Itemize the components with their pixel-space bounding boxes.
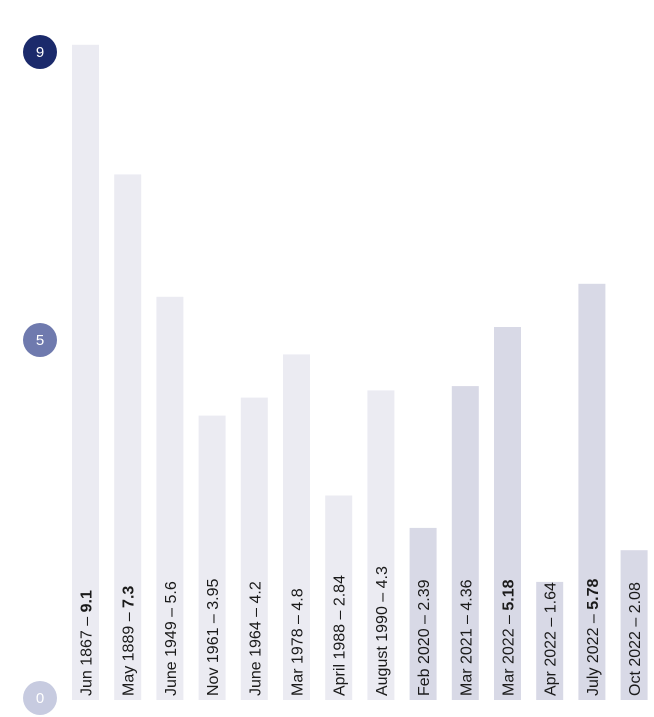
bar-category-label: Mar 2021 – [458,611,475,696]
y-tick-bubble [23,681,57,715]
bar-0 [72,44,99,701]
y-tick-bubble [23,35,57,69]
bar-label-13: Oct 2022 – 2.08 [627,582,644,696]
bar-label-8: Feb 2020 – 2.39 [416,579,433,696]
bars-layer [72,44,648,701]
bar-5 [283,354,310,700]
bar-category-label: Jun 1867 – [79,612,96,696]
bar-label-12: July 2022 – 5.78 [585,578,602,696]
bar-3 [198,415,226,700]
bar-value-label: 2.39 [416,579,433,610]
labels-layer: Jun 1867 – 9.1 May 1889 – 7.3 June 1949 – … [79,566,645,696]
bar-label-0: Jun 1867 – 9.1 [79,590,96,696]
bar-category-label: August 1990 – [374,588,391,696]
y-tick-label: 0 [36,690,44,707]
bar-value-label: 9.1 [79,590,96,612]
y-tick-bubble [23,323,57,357]
bar-value-label: 5.18 [501,579,518,610]
bar-13 [620,550,648,700]
bar-2 [156,296,184,700]
bar-category-label: June 1949 – [163,603,180,696]
bar-category-label: Nov 1961 – [205,610,222,696]
y-tick-5: 5 [23,323,57,357]
bar-value-label: 5.6 [163,581,180,603]
bar-category-label: Mar 1978 – [290,611,307,696]
y-tick-0: 0 [23,681,57,715]
y-tick-label: 9 [36,44,44,61]
bar-label-10: Mar 2022 – 5.18 [501,579,518,696]
bar-category-label: June 1964 – [247,603,264,696]
y-tick-label: 5 [36,332,44,349]
bar-label-2: June 1949 – 5.6 [163,581,180,696]
bar-10 [494,327,521,700]
bar-category-label: April 1988 – [332,606,349,696]
bar-value-label: 4.3 [374,566,391,588]
bar-4 [240,397,268,700]
bar-value-label: 2.84 [332,575,349,606]
bar-value-label: 7.3 [121,586,138,608]
bar-label-6: April 1988 – 2.84 [332,575,349,696]
bar-6 [325,495,353,700]
bar-value-label: 1.64 [543,582,560,613]
bar-value-label: 5.78 [585,578,602,609]
bar-category-label: July 2022 – [585,610,602,696]
bar-label-3: Nov 1961 – 3.95 [205,578,222,696]
y-tick-9: 9 [23,35,57,69]
bar-9 [451,386,479,700]
bar-label-4: June 1964 – 4.2 [247,581,264,696]
bar-12 [578,283,606,700]
y-axis-ticks: 9 5 0 [23,35,57,715]
bar-1 [114,174,142,700]
bar-label-7: August 1990 – 4.3 [374,566,391,696]
bar-category-label: Mar 2022 – [501,611,518,696]
bar-11 [536,581,564,700]
bar-value-label: 3.95 [205,578,222,609]
bar-7 [367,390,395,700]
bar-value-label: 4.36 [458,579,475,610]
bar-label-1: May 1889 – 7.3 [121,586,138,696]
bar-category-label: Oct 2022 – [627,613,644,696]
bar-category-label: Apr 2022 – [543,613,560,696]
bar-category-label: Feb 2020 – [416,611,433,696]
bar-label-11: Apr 2022 – 1.64 [543,582,560,696]
bar-value-label: 4.8 [290,588,307,610]
bar-value-label: 2.08 [627,582,644,613]
bar-label-5: Mar 1978 – 4.8 [290,588,307,696]
bar-8 [409,527,437,700]
bar-label-9: Mar 2021 – 4.36 [458,579,475,696]
bar-value-label: 4.2 [247,581,264,603]
bar-category-label: May 1889 – [121,608,138,696]
